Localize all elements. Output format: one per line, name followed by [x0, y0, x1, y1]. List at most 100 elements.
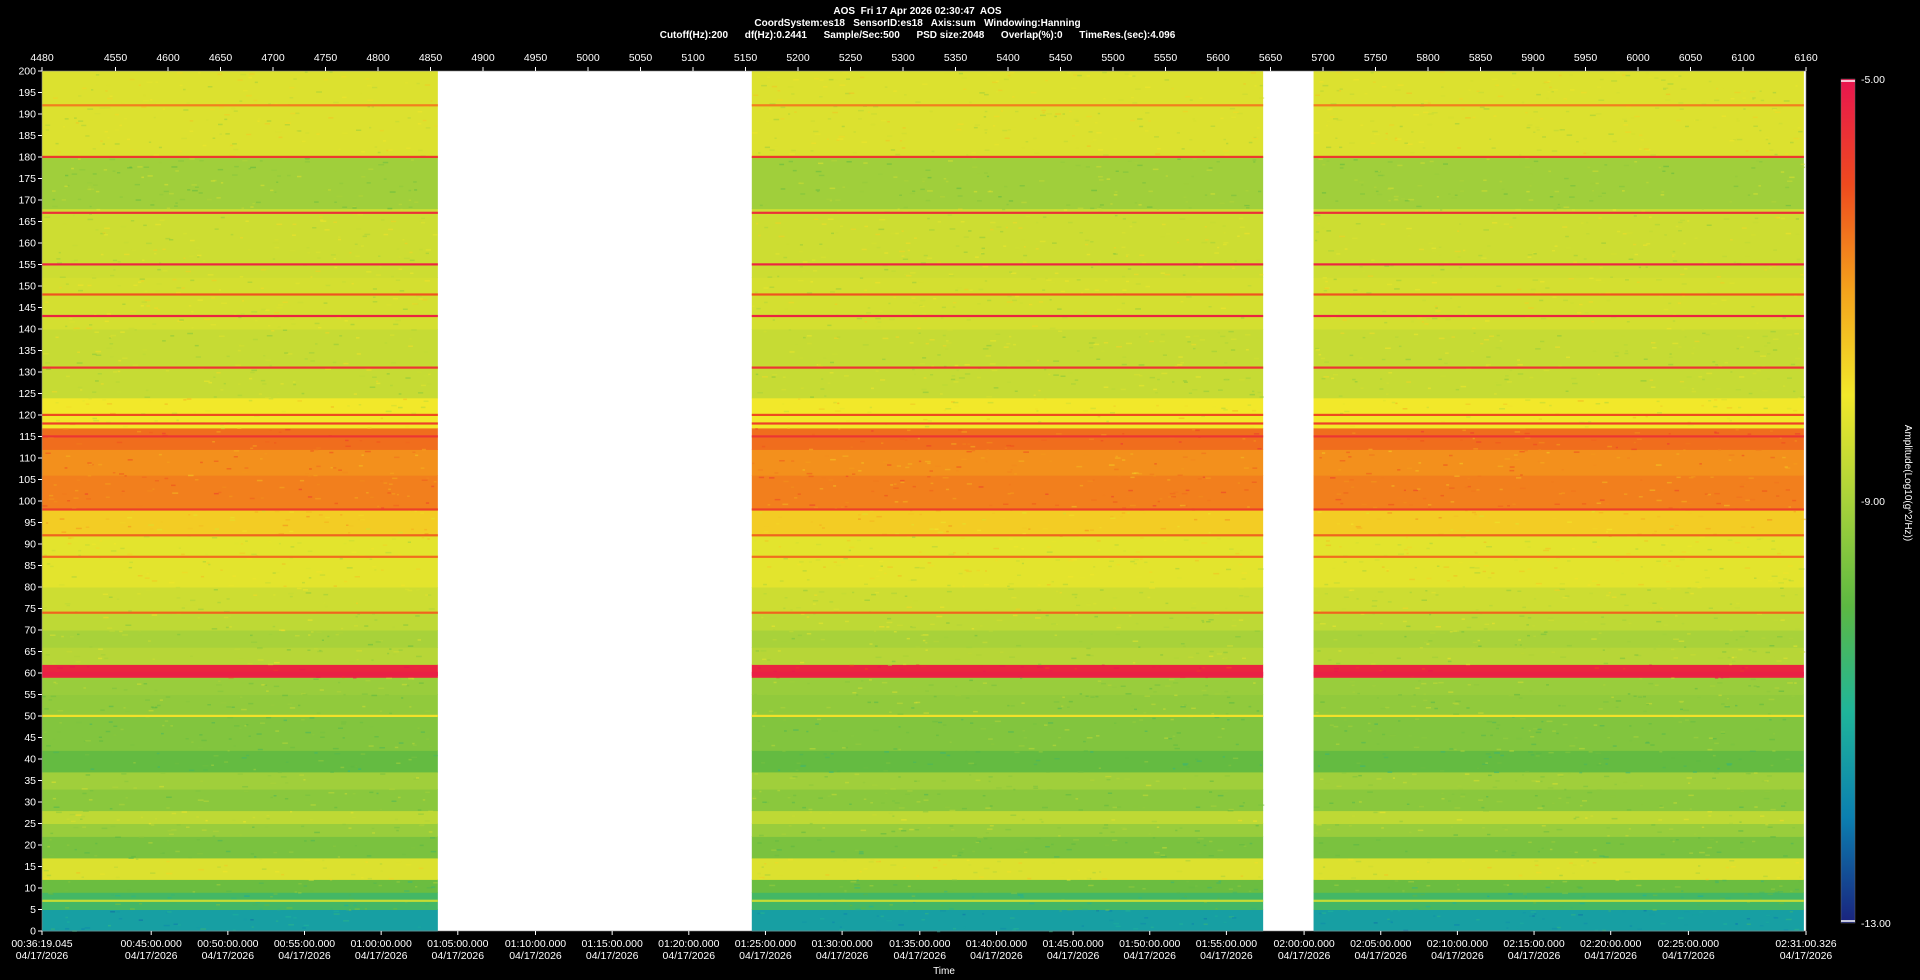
noise-speck	[799, 244, 803, 246]
noise-speck	[833, 105, 838, 108]
noise-speck	[840, 225, 844, 227]
noise-speck	[259, 908, 263, 911]
noise-speck	[935, 510, 941, 512]
noise-speck	[1684, 646, 1687, 648]
noise-speck	[282, 524, 289, 527]
noise-speck	[1122, 828, 1127, 830]
noise-speck	[424, 710, 431, 712]
noise-speck	[1557, 203, 1560, 206]
noise-speck	[1150, 581, 1154, 583]
noise-speck	[152, 488, 155, 490]
spectral-band	[751, 535, 1264, 588]
spectral-band	[1313, 677, 1804, 695]
noise-speck	[388, 878, 394, 880]
noise-speck	[119, 630, 123, 633]
noise-speck	[1645, 149, 1651, 151]
noise-speck	[274, 661, 280, 664]
noise-speck	[1779, 885, 1783, 887]
noise-speck	[930, 374, 934, 376]
noise-speck	[353, 904, 357, 907]
noise-speck	[1795, 233, 1800, 235]
noise-speck	[1157, 148, 1161, 150]
noise-speck	[1554, 245, 1558, 247]
noise-speck	[838, 135, 845, 138]
noise-speck	[282, 329, 288, 331]
noise-speck	[88, 463, 93, 466]
noise-speck	[1765, 150, 1771, 152]
noise-speck	[1549, 196, 1554, 198]
noise-speck	[1165, 602, 1169, 605]
noise-speck	[1068, 221, 1073, 224]
noise-speck	[1587, 584, 1591, 586]
noise-speck	[118, 918, 123, 920]
noise-speck	[1763, 797, 1770, 800]
noise-speck	[264, 123, 270, 125]
noise-speck	[1743, 90, 1746, 92]
noise-speck	[375, 641, 381, 643]
spectral-line	[42, 263, 438, 266]
noise-speck	[377, 589, 382, 591]
noise-speck	[1652, 602, 1657, 604]
noise-speck	[927, 190, 933, 192]
noise-speck	[293, 78, 297, 80]
noise-speck	[1536, 752, 1542, 755]
noise-speck	[248, 76, 253, 79]
noise-speck	[1223, 150, 1229, 152]
noise-speck	[1125, 910, 1131, 912]
noise-speck	[1551, 927, 1558, 930]
spectral-line	[42, 899, 438, 902]
noise-speck	[1206, 169, 1213, 171]
noise-speck	[1183, 539, 1189, 541]
noise-speck	[371, 659, 374, 661]
noise-speck	[304, 157, 310, 159]
noise-speck	[1096, 132, 1102, 134]
noise-speck	[210, 323, 217, 326]
noise-speck	[1093, 139, 1097, 141]
noise-speck	[1458, 266, 1463, 269]
noise-speck	[1333, 725, 1339, 728]
noise-speck	[1039, 818, 1043, 821]
noise-speck	[411, 756, 418, 759]
spectral-line	[42, 366, 438, 369]
noise-speck	[1093, 566, 1096, 568]
noise-speck	[339, 335, 343, 337]
noise-speck	[1746, 479, 1749, 481]
noise-speck	[278, 136, 283, 139]
noise-speck	[1716, 851, 1722, 853]
noise-speck	[197, 299, 203, 301]
noise-speck	[938, 721, 943, 724]
noise-speck	[221, 302, 227, 304]
noise-speck	[62, 223, 67, 226]
noise-speck	[1322, 84, 1329, 87]
noise-speck	[1662, 170, 1666, 172]
noise-speck	[386, 373, 390, 375]
noise-speck	[50, 565, 54, 568]
noise-speck	[858, 565, 864, 567]
noise-speck	[1683, 818, 1689, 821]
noise-speck	[1499, 348, 1502, 350]
noise-speck	[875, 317, 881, 320]
noise-speck	[76, 721, 82, 724]
noise-speck	[810, 120, 815, 122]
noise-speck	[95, 350, 102, 353]
noise-speck	[1141, 262, 1147, 264]
noise-speck	[254, 319, 258, 322]
noise-speck	[1460, 882, 1464, 884]
noise-speck	[287, 703, 293, 705]
noise-speck	[1727, 764, 1732, 766]
noise-speck	[1785, 758, 1790, 761]
noise-speck	[1090, 529, 1094, 531]
noise-speck	[302, 927, 306, 929]
noise-speck	[1079, 232, 1083, 234]
noise-speck	[927, 420, 932, 422]
noise-speck	[1048, 722, 1054, 724]
noise-speck	[984, 838, 988, 840]
noise-speck	[806, 616, 810, 618]
spectral-line	[42, 555, 438, 558]
noise-speck	[134, 329, 137, 331]
noise-speck	[1603, 856, 1609, 858]
noise-speck	[341, 721, 347, 723]
noise-speck	[137, 575, 143, 577]
spectral-line	[751, 155, 1264, 158]
